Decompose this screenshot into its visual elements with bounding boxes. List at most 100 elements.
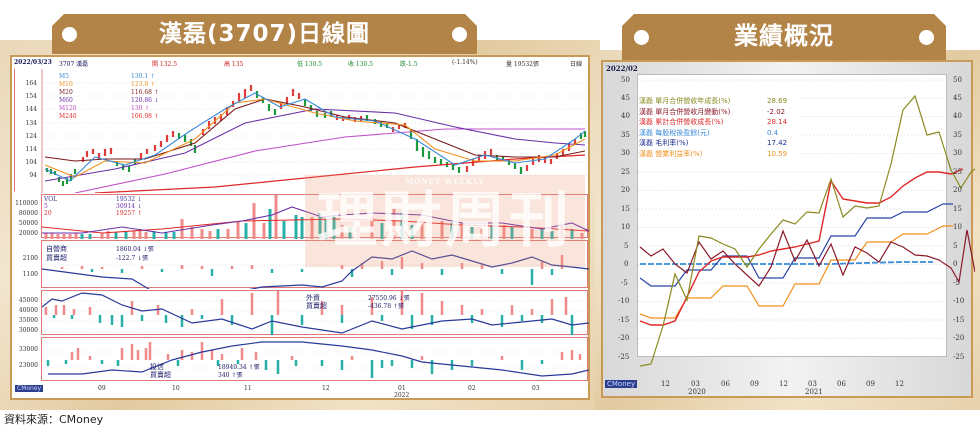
price-plot (41, 69, 589, 193)
ma-label: M10 (59, 81, 73, 88)
vol-value: 19532 ↓ (116, 196, 143, 203)
vol-tick: 80000 (18, 210, 38, 217)
y-tick-right: -5 (953, 279, 960, 287)
y-tick-right: -15 (953, 316, 965, 324)
foreign-value: 27550.96 ↓張 (368, 295, 410, 302)
legend-value: 17.42 (767, 139, 788, 147)
y-tick-left: -20 (618, 334, 630, 342)
quote-ticker: 3707 漢磊 (59, 61, 89, 68)
ma-value: 123.8 ↑ (131, 81, 156, 88)
quote-low: 低 130.5 (297, 61, 323, 68)
foreign-chart: 外資 買賣超 27550.96 ↓張 -436.78 ↑張 (41, 290, 589, 335)
banner-dot-right (919, 30, 934, 45)
ma-value: 130.1 ↑ (131, 73, 156, 80)
y-tick-left: 35 (621, 131, 630, 139)
y-tick-right: -10 (953, 297, 965, 305)
trust-tick: 33000 (18, 346, 38, 353)
y-tick-right: 20 (953, 186, 962, 194)
cmoney-brand: CMoney (15, 385, 44, 392)
quote-high: 高 135 (224, 61, 244, 68)
legend-label: 漢磊 營業利益率(%) (639, 149, 703, 158)
trust-tick: 23000 (18, 362, 38, 369)
foreign-tick: 35000 (18, 317, 38, 324)
banner-dot-right (452, 27, 467, 42)
x-tick: 09 (98, 385, 106, 392)
y-tick-left: -5 (621, 279, 628, 287)
quote-period: 日線 (570, 61, 583, 68)
right-banner: 業績概況 (622, 14, 946, 60)
dealer-value: 1860.04 ↓張 (116, 246, 154, 253)
price-tick: 94 (29, 172, 37, 179)
quote-volume: 量 19532張 (506, 61, 539, 68)
foreign-label: 買賣超 (306, 302, 327, 310)
legend-label: 漢磊 每股稅後盈餘(元) (639, 128, 710, 137)
x-tick: 11 (244, 385, 252, 392)
y-tick-left: 20 (621, 186, 630, 194)
volume-plot (42, 195, 589, 239)
ma-label: M20 (59, 89, 73, 96)
ma-value: 106.98 ↑ (131, 113, 159, 120)
price-tick: 124 (25, 133, 37, 140)
legend-row: 漢磊 營業利益率(%) 10.59 (639, 149, 799, 160)
legend-label: 漢磊 毛利率(%) (639, 139, 689, 147)
x-year: 2020 (688, 388, 706, 396)
trust-chart: 投信 買賣超 18949.34 ↑張 340 ↑張 (41, 337, 589, 381)
legend-value: 0.4 (767, 128, 779, 137)
x-tick: 03 (808, 380, 817, 388)
legend-row: 漢磊 單月合併營收年成長(%) 28.69 (639, 96, 799, 107)
vol-tick: 50000 (18, 220, 38, 227)
foreign-tick: 30000 (18, 327, 38, 334)
watermark-sub: MONEY WEEKLY (405, 177, 485, 186)
x-tick: 03 (532, 385, 540, 392)
y-tick-right: 0 (953, 260, 958, 268)
foreign-tick: 45000 (18, 297, 38, 304)
quote-close: 收 130.5 (348, 61, 374, 68)
dealer-tick: 1100 (22, 271, 38, 278)
price-tick: 134 (25, 120, 37, 127)
ma-label: M240 (59, 113, 77, 120)
legend-row: 漢磊 累計合併營收成長(%) 28.14 (639, 117, 799, 128)
watermark: MONEY WEEKLY 理財周刊 (305, 175, 585, 267)
dealer-tick: 2100 (22, 255, 38, 262)
y-tick-right: -25 (953, 353, 965, 361)
foreign-value: -436.78 ↑張 (368, 303, 404, 310)
x-tick: 09 (866, 380, 875, 388)
price-tick: 164 (25, 80, 37, 87)
dealer-label: 買賣超 (46, 254, 67, 262)
trust-label: 買賣超 (150, 371, 171, 379)
daily-kline-panel: 2022/03/23 3707 漢磊 開 132.5 高 135 低 130.5… (10, 55, 590, 400)
x-tick: 06 (837, 380, 846, 388)
legend-value: 10.59 (767, 149, 788, 158)
y-tick-right: 10 (953, 223, 962, 231)
price-tick: 114 (25, 146, 37, 153)
banner-dot-left (62, 27, 77, 42)
y-tick-right: 40 (953, 112, 962, 120)
perf-date: 2022/02 (606, 64, 638, 73)
vol-label: 20 (44, 210, 52, 217)
y-tick-right: 15 (953, 205, 962, 213)
legend-label: 漢磊 單月合併營收月變動(%) (639, 107, 731, 116)
legend-row: 漢磊 毛利率(%) 17.42 (639, 138, 799, 149)
foreign-plot (42, 291, 589, 335)
ma-label: M5 (59, 73, 69, 80)
vol-label: VOL (44, 196, 58, 203)
x-tick: 02 (468, 385, 476, 392)
quote-change-pct: (-1.14%) (452, 59, 478, 66)
vol-value: 19257 ↑ (116, 210, 143, 217)
price-tick: 144 (25, 106, 37, 113)
y-tick-right: -20 (953, 334, 965, 342)
cmoney-brand-right: CMoney (605, 380, 638, 388)
dealer-label: 自營商 (46, 245, 67, 253)
ma-label: M120 (59, 105, 77, 112)
legend-value: -2.02 (767, 107, 786, 116)
x-tick: 10 (172, 385, 180, 392)
y-tick-left: 0 (624, 260, 629, 268)
legend-label: 漢磊 單月合併營收年成長(%) (639, 97, 731, 105)
x-tick: 03 (691, 380, 700, 388)
trust-value: 18949.34 ↑張 (218, 364, 260, 371)
foreign-tick: 40000 (18, 307, 38, 314)
dealer-value: -122.7 ↓張 (116, 255, 149, 262)
x-tick: 01 (398, 385, 406, 392)
y-tick-left: -15 (618, 316, 630, 324)
y-tick-left: -10 (618, 297, 630, 305)
